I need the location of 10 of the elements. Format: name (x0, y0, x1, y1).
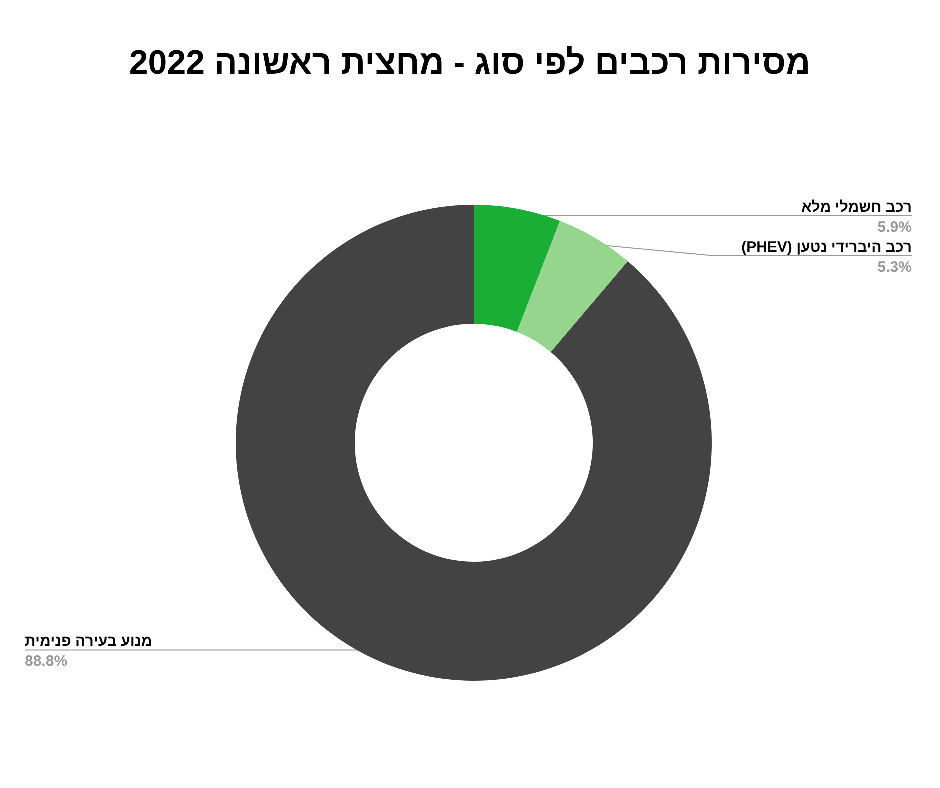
chart-title: מסירות רכבים לפי סוג - מחצית ראשונה 2022 (128, 42, 812, 84)
slice-label: רכב היברידי נטען (PHEV) (742, 238, 912, 256)
data-label: 5.9% (878, 218, 912, 236)
data-label: 88.8% (25, 653, 68, 670)
data-label: 5.3% (878, 258, 912, 276)
slice-label: מנוע בעירה פנימית (25, 633, 152, 650)
donut-slice (517, 221, 628, 352)
donut-slice (236, 205, 712, 681)
donut-slice (474, 205, 560, 332)
slice-label: רכב חשמלי מלא (802, 198, 912, 216)
